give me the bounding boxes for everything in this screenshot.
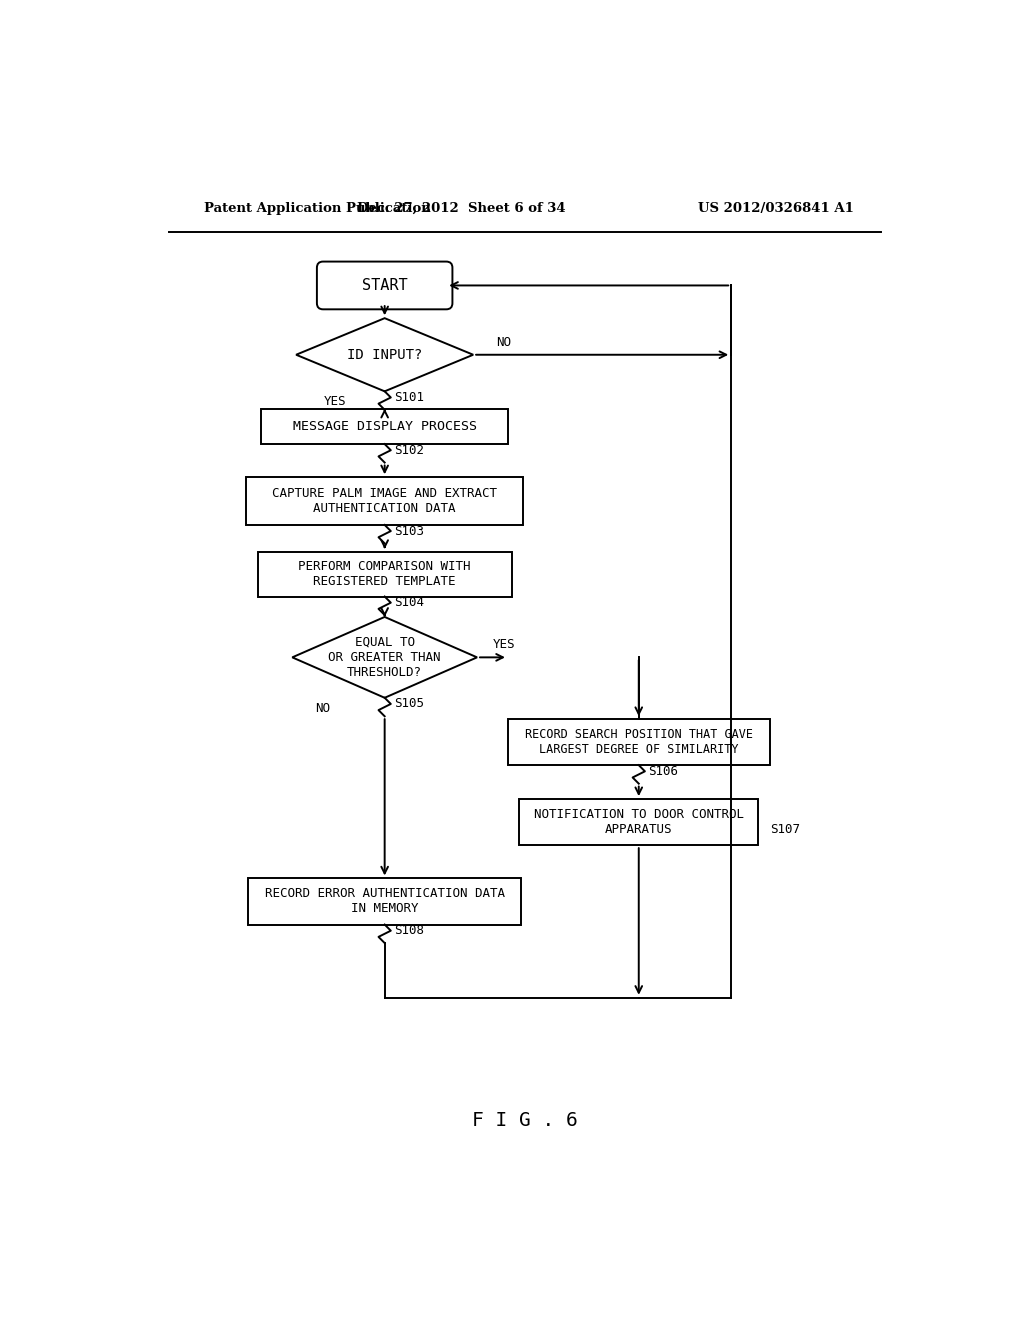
Text: YES: YES xyxy=(324,395,346,408)
Text: ID INPUT?: ID INPUT? xyxy=(347,347,422,362)
Bar xyxy=(508,719,770,766)
Text: Dec. 27, 2012  Sheet 6 of 34: Dec. 27, 2012 Sheet 6 of 34 xyxy=(357,202,566,215)
Text: EQUAL TO
OR GREATER THAN
THRESHOLD?: EQUAL TO OR GREATER THAN THRESHOLD? xyxy=(329,636,441,678)
Text: CAPTURE PALM IMAGE AND EXTRACT
AUTHENTICATION DATA: CAPTURE PALM IMAGE AND EXTRACT AUTHENTIC… xyxy=(272,487,498,515)
Text: RECORD ERROR AUTHENTICATION DATA
IN MEMORY: RECORD ERROR AUTHENTICATION DATA IN MEMO… xyxy=(264,887,505,916)
Text: YES: YES xyxy=(493,638,515,651)
Text: US 2012/0326841 A1: US 2012/0326841 A1 xyxy=(698,202,854,215)
Text: S107: S107 xyxy=(770,824,800,837)
Text: NO: NO xyxy=(497,335,511,348)
Bar xyxy=(258,552,512,597)
Bar xyxy=(519,799,758,845)
Bar xyxy=(248,878,521,924)
Text: START: START xyxy=(361,279,408,293)
Bar xyxy=(246,478,523,525)
Polygon shape xyxy=(296,318,473,391)
Text: S102: S102 xyxy=(394,444,424,457)
Bar xyxy=(261,409,508,444)
Text: Patent Application Publication: Patent Application Publication xyxy=(204,202,430,215)
Text: S108: S108 xyxy=(394,924,424,937)
Text: NOTIFICATION TO DOOR CONTROL
APPARATUS: NOTIFICATION TO DOOR CONTROL APPARATUS xyxy=(534,808,743,836)
Text: PERFORM COMPARISON WITH
REGISTERED TEMPLATE: PERFORM COMPARISON WITH REGISTERED TEMPL… xyxy=(298,560,471,589)
Text: S106: S106 xyxy=(648,764,678,777)
Text: S105: S105 xyxy=(394,697,424,710)
Text: MESSAGE DISPLAY PROCESS: MESSAGE DISPLAY PROCESS xyxy=(293,420,476,433)
Text: S104: S104 xyxy=(394,597,424,610)
Text: S103: S103 xyxy=(394,524,424,537)
FancyBboxPatch shape xyxy=(316,261,453,309)
Polygon shape xyxy=(292,616,477,698)
Text: NO: NO xyxy=(315,702,331,714)
Text: RECORD SEARCH POSITION THAT GAVE
LARGEST DEGREE OF SIMILARITY: RECORD SEARCH POSITION THAT GAVE LARGEST… xyxy=(524,729,753,756)
Text: S101: S101 xyxy=(394,391,424,404)
Text: F I G . 6: F I G . 6 xyxy=(472,1111,578,1130)
